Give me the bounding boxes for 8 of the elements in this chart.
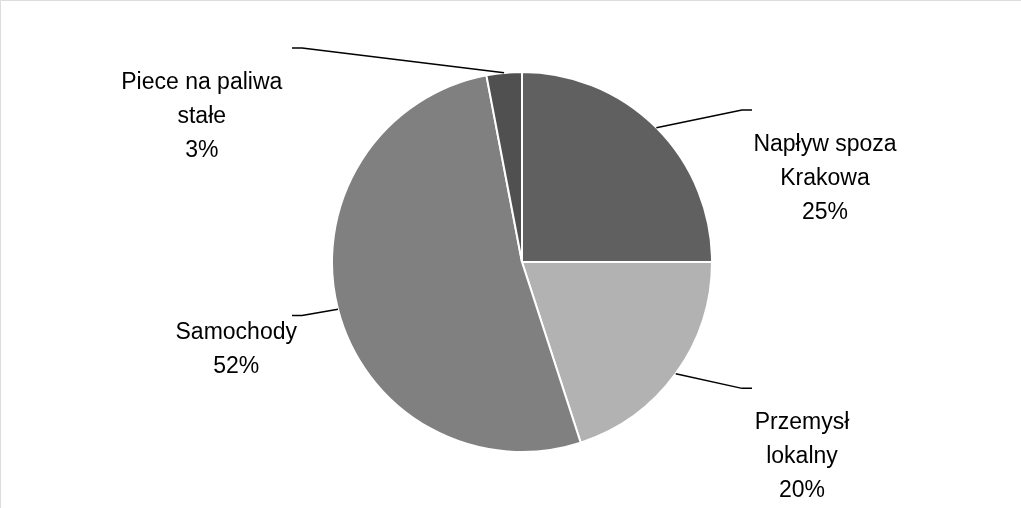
data-label: 52% xyxy=(213,352,260,379)
slice-label: Piece na paliwa stałe xyxy=(121,67,283,128)
slice-label: Napływ spoza Krakowa xyxy=(753,129,897,190)
data-label: 20% xyxy=(778,476,826,503)
slice-label: Przemysł lokalny xyxy=(754,408,850,469)
data-label: 25% xyxy=(801,197,849,224)
data-label: 3% xyxy=(185,135,219,162)
slice-label: Samochody xyxy=(175,318,298,345)
